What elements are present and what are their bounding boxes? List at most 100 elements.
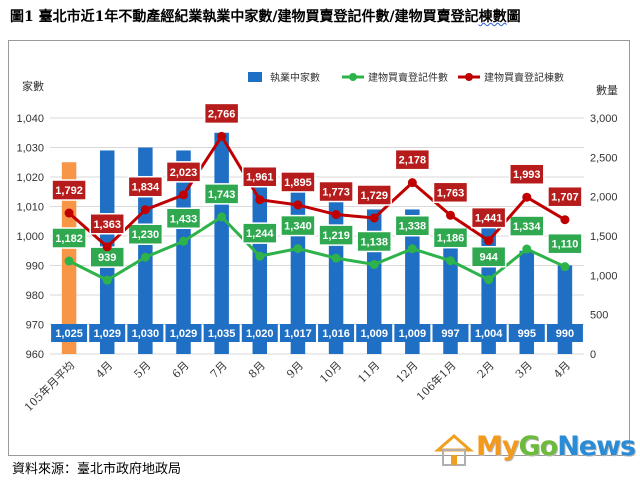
building-label-box (318, 180, 354, 203)
right-tick-label: 500 (590, 310, 608, 322)
bar-data-label: 1,035 (208, 328, 236, 340)
count-data-label: 939 (98, 252, 116, 264)
building-label-box (432, 181, 469, 204)
building-data-label: 1,763 (437, 187, 465, 199)
building-label-box (547, 185, 583, 208)
bar-data-label: 1,009 (399, 328, 427, 340)
bar-label-box (470, 324, 507, 342)
building-point (369, 213, 379, 223)
count-label-box (318, 224, 354, 246)
x-tick-label: 8月 (246, 359, 268, 381)
left-tick-label: 970 (26, 320, 44, 332)
x-tick-label: 5月 (132, 359, 154, 381)
count-point (179, 236, 188, 246)
bar-label-box (356, 324, 393, 342)
chart-title: 圖1 臺北市近1年不動產經紀業執業中家數/建物買賣登記件數/建物買賣登記棟數圖 (10, 6, 521, 26)
building-label-box (509, 163, 545, 185)
bar-label-box (203, 324, 240, 342)
left-axis-label: 家數 (22, 79, 44, 93)
building-data-label: 1,961 (246, 172, 274, 184)
building-point (293, 200, 303, 210)
mygonews-logo: MyGoNews (432, 430, 636, 470)
bar-label-box (546, 324, 583, 342)
building-point (217, 131, 227, 141)
count-label-box (394, 214, 431, 237)
x-tick-label: 4月 (551, 359, 573, 381)
logo-go: Go (518, 431, 558, 462)
x-tick-label: 7月 (208, 359, 230, 381)
bar-label-box (127, 324, 164, 342)
left-tick-label: 960 (26, 349, 44, 361)
legend-label: 建物買賣登記棟數 (484, 71, 564, 84)
count-point (446, 256, 455, 266)
bar-data-label: 1,009 (360, 328, 388, 340)
chart-frame (8, 40, 630, 456)
legend-label: 執業中家數 (270, 71, 320, 84)
bar (252, 177, 268, 354)
count-label-box (203, 183, 240, 205)
left-tick-label: 990 (26, 261, 44, 273)
bar (138, 147, 153, 354)
count-point (293, 244, 303, 254)
building-data-label: 1,773 (322, 187, 350, 199)
count-data-label: 1,433 (170, 213, 198, 225)
building-label-box (242, 165, 278, 188)
right-tick-label: 1,000 (590, 270, 618, 282)
logo-my: My (476, 431, 519, 462)
bar-data-label: 1,020 (246, 328, 274, 340)
count-point (522, 244, 532, 254)
bar-label-box (394, 324, 431, 342)
count-point (560, 262, 570, 272)
building-label-box (470, 206, 507, 229)
bar-data-label: 995 (518, 328, 536, 340)
count-label-box (280, 214, 316, 237)
building-point (179, 190, 188, 200)
x-tick-label: 11月 (355, 359, 382, 386)
x-tick-label: 106年1月 (413, 358, 458, 403)
x-tick-label: 6月 (170, 359, 192, 381)
building-label-box (394, 148, 431, 171)
count-label-box (547, 232, 583, 255)
left-tick-label: 1,030 (16, 143, 44, 155)
bar-data-label: 1,017 (284, 328, 312, 340)
building-data-label: 1,441 (475, 213, 503, 225)
building-data-label: 2,178 (399, 155, 427, 167)
building-point (522, 192, 532, 202)
chart-title-end: 圖 (506, 9, 521, 25)
left-tick-label: 1,010 (16, 202, 44, 214)
count-label-box (470, 245, 507, 268)
count-label-box (165, 207, 202, 230)
building-point (446, 210, 455, 220)
count-point (102, 275, 112, 285)
building-point (64, 208, 74, 218)
count-data-label: 1,338 (399, 221, 427, 233)
x-tick-label: 4月 (93, 359, 115, 381)
right-tick-label: 0 (590, 349, 596, 361)
building-label-box (127, 175, 164, 198)
count-label-box (127, 223, 164, 245)
legend-swatch-marker (465, 73, 473, 81)
bar-label-box (432, 324, 469, 342)
building-data-label: 1,993 (513, 169, 541, 181)
count-label-box (509, 215, 545, 237)
bar-data-label: 1,004 (475, 328, 503, 340)
building-point (407, 178, 417, 188)
building-label-box (89, 213, 125, 235)
left-tick-label: 980 (26, 290, 44, 302)
count-data-label: 1,743 (208, 189, 236, 201)
count-point (407, 244, 417, 254)
building-label-box (280, 171, 316, 193)
count-label-box (432, 226, 469, 249)
building-point (140, 205, 150, 215)
building-label-box (165, 161, 202, 183)
legend-swatch (248, 72, 262, 82)
x-tick-label: 9月 (284, 359, 306, 381)
count-data-label: 1,182 (55, 233, 83, 245)
count-point (217, 212, 227, 222)
count-data-label: 1,244 (246, 228, 274, 240)
x-tick-label: 12月 (394, 359, 421, 386)
count-data-label: 1,219 (322, 230, 350, 242)
bar (214, 132, 229, 354)
building-data-label: 1,834 (132, 182, 160, 194)
building-point (331, 210, 341, 220)
